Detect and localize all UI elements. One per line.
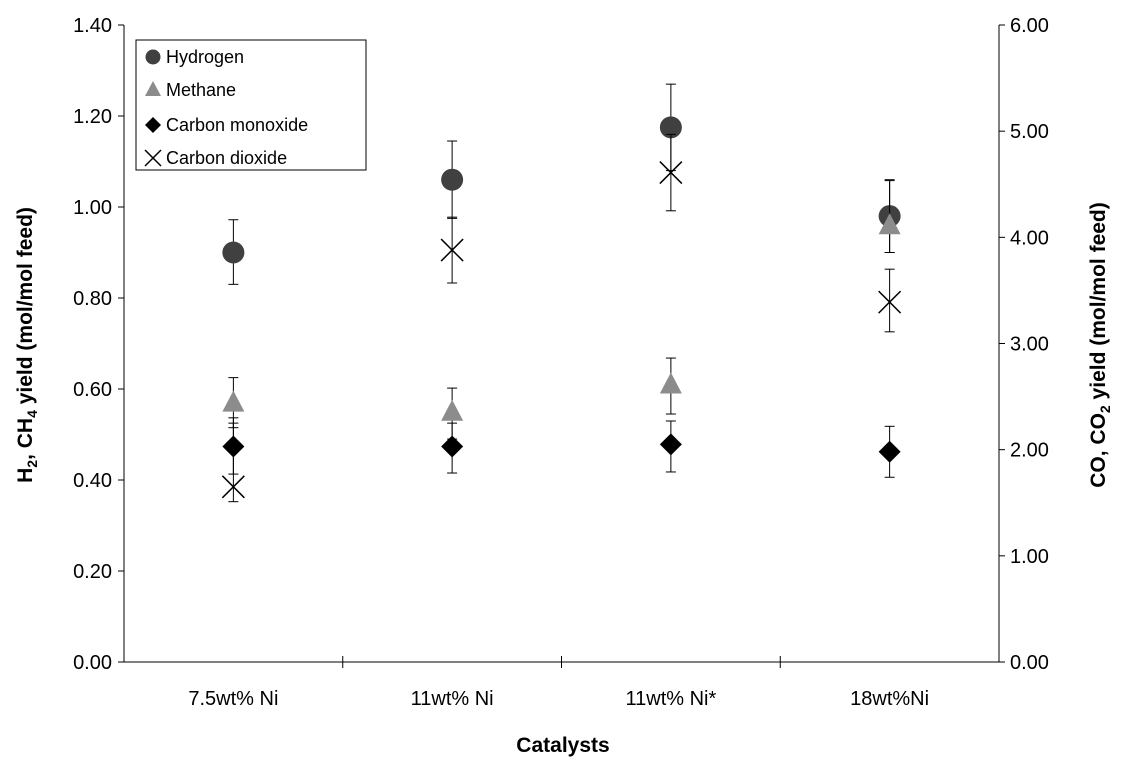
x-tick-label: 7.5wt% Ni <box>188 688 278 710</box>
x-tick-label: 11wt% Ni <box>411 688 494 710</box>
hydrogen-point <box>441 168 464 191</box>
left-y-tick-label: 0.20 <box>73 561 112 583</box>
legend: Hydrogen Methane Carbon monoxide Carbon … <box>135 39 367 171</box>
methane-point <box>441 399 464 421</box>
carbon-dioxide-point <box>440 238 464 262</box>
right-y-tick-label: 4.00 <box>1010 227 1049 249</box>
carbon-monoxide-point <box>441 435 464 458</box>
right-y-tick-label: 1.00 <box>1010 546 1049 568</box>
legend-box <box>135 39 367 171</box>
carbon-dioxide-point <box>878 290 902 314</box>
right-y-tick-label: 0.00 <box>1010 652 1049 674</box>
left-y-axis-title: H2, CH4 yield (mol/mol feed) <box>14 207 40 483</box>
legend-hydrogen-marker <box>145 49 161 65</box>
left-y-tick-label: 1.40 <box>73 15 112 37</box>
legend-hydrogen-label: Hydrogen <box>166 47 244 67</box>
x-tick-label: 11wt% Ni* <box>625 688 716 710</box>
hydrogen-point <box>659 116 682 139</box>
carbon-dioxide-point <box>659 161 683 185</box>
legend-methane-label: Methane <box>166 80 236 100</box>
legend-methane-marker <box>145 81 161 96</box>
carbon-monoxide-point <box>878 440 901 463</box>
right-y-tick-label: 3.00 <box>1010 334 1049 356</box>
data-marks <box>221 83 902 503</box>
legend-co-label: Carbon monoxide <box>166 115 308 135</box>
right-y-tick-label: 2.00 <box>1010 440 1049 462</box>
right-y-ticks: 0.00 1.00 2.00 3.00 4.00 5.00 6.00 <box>999 15 1049 674</box>
left-y-tick-label: 0.00 <box>73 652 112 674</box>
right-y-tick-label: 5.00 <box>1010 121 1049 143</box>
methane-point <box>659 372 682 394</box>
legend-co2-label: Carbon dioxide <box>166 148 287 168</box>
left-y-ticks: 0.00 0.20 0.40 0.60 0.80 1.00 1.20 1.40 <box>73 15 124 674</box>
carbon-monoxide-point <box>659 433 682 456</box>
methane-point <box>878 213 901 235</box>
legend-co-marker <box>145 117 161 133</box>
hydrogen-point <box>222 241 245 264</box>
left-y-tick-label: 0.80 <box>73 288 112 310</box>
x-ticks: 7.5wt% Ni 11wt% Ni 11wt% Ni* 18wt%Ni <box>188 656 929 710</box>
left-y-tick-label: 1.20 <box>73 106 112 128</box>
left-y-tick-label: 0.40 <box>73 470 112 492</box>
left-y-tick-label: 0.60 <box>73 379 112 401</box>
right-y-tick-label: 6.00 <box>1010 15 1049 37</box>
methane-point <box>222 390 245 412</box>
right-y-axis-title: CO, CO2 yield (mol/mol feed) <box>1087 202 1113 488</box>
legend-co2-marker <box>144 149 162 167</box>
left-y-tick-label: 1.00 <box>73 197 112 219</box>
x-axis-title: Catalysts <box>516 734 609 757</box>
x-tick-label: 18wt%Ni <box>850 688 929 710</box>
carbon-dioxide-point <box>221 475 245 499</box>
